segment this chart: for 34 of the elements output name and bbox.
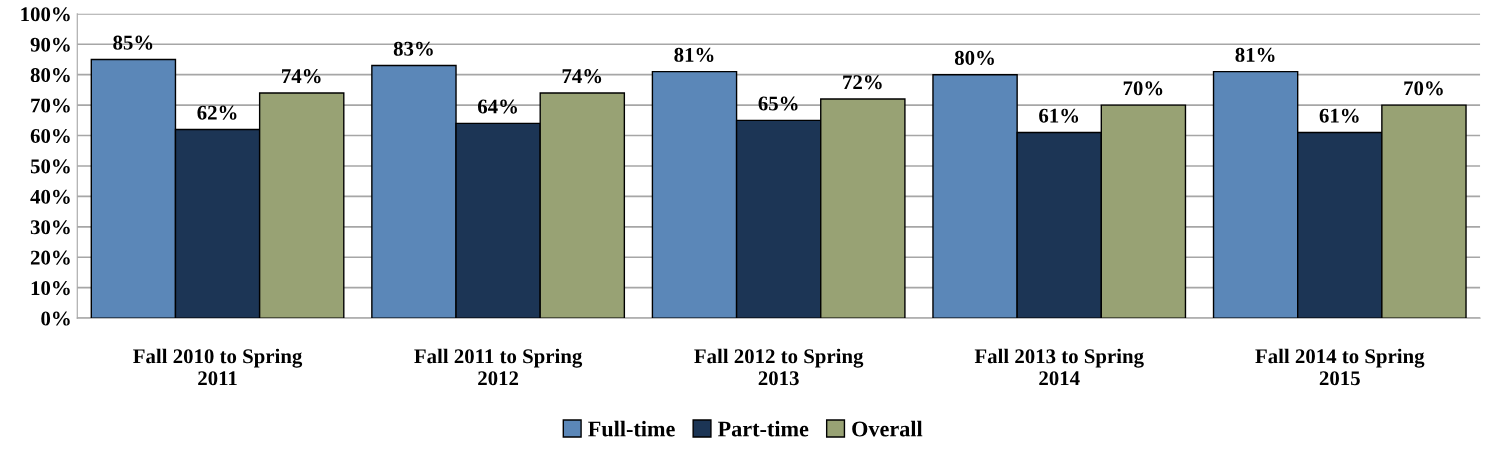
data-label: 61% bbox=[1039, 108, 1079, 123]
x-tick-label: Fall 2010 to Spring 2011 bbox=[133, 348, 303, 386]
data-label: 81% bbox=[1235, 47, 1275, 62]
x-tick-label: Fall 2013 to Spring 2014 bbox=[974, 348, 1144, 386]
y-tick-label: 20% bbox=[30, 250, 70, 265]
data-label: 70% bbox=[1404, 81, 1443, 96]
y-tick-label: 80% bbox=[30, 68, 70, 83]
y-tick-label: 0% bbox=[41, 311, 70, 326]
y-tick-label: 60% bbox=[30, 128, 70, 144]
data-label: 61% bbox=[1319, 108, 1359, 123]
data-label: 72% bbox=[843, 75, 882, 90]
y-tick-label: 100% bbox=[21, 7, 70, 22]
data-label: 85% bbox=[113, 35, 153, 50]
x-tick-label: Fall 2011 to Spring 2012 bbox=[414, 348, 583, 386]
y-tick-label: 90% bbox=[30, 37, 70, 52]
legend-label: Part-time bbox=[717, 420, 809, 437]
x-tick-label: Fall 2012 to Spring 2013 bbox=[694, 348, 864, 386]
legend-label: Overall bbox=[852, 420, 923, 437]
y-tick-label: 40% bbox=[30, 189, 70, 204]
data-label: 70% bbox=[1123, 81, 1163, 96]
data-label: 74% bbox=[282, 69, 321, 84]
data-label: 74% bbox=[562, 69, 602, 84]
data-label: 65% bbox=[758, 96, 798, 111]
y-tick-label: 70% bbox=[31, 98, 70, 113]
y-tick-label: 30% bbox=[30, 220, 70, 235]
data-label: 81% bbox=[674, 47, 714, 62]
x-tick-label: Fall 2014 to Spring 2015 bbox=[1255, 348, 1425, 386]
y-tick-label: 50% bbox=[30, 159, 70, 174]
data-label: 80% bbox=[954, 50, 994, 65]
data-label: 83% bbox=[393, 41, 433, 56]
y-tick-label: 10% bbox=[31, 281, 70, 296]
data-label: 62% bbox=[197, 105, 237, 120]
legend-label: Full-time bbox=[588, 420, 675, 437]
data-label: 64% bbox=[477, 99, 517, 114]
